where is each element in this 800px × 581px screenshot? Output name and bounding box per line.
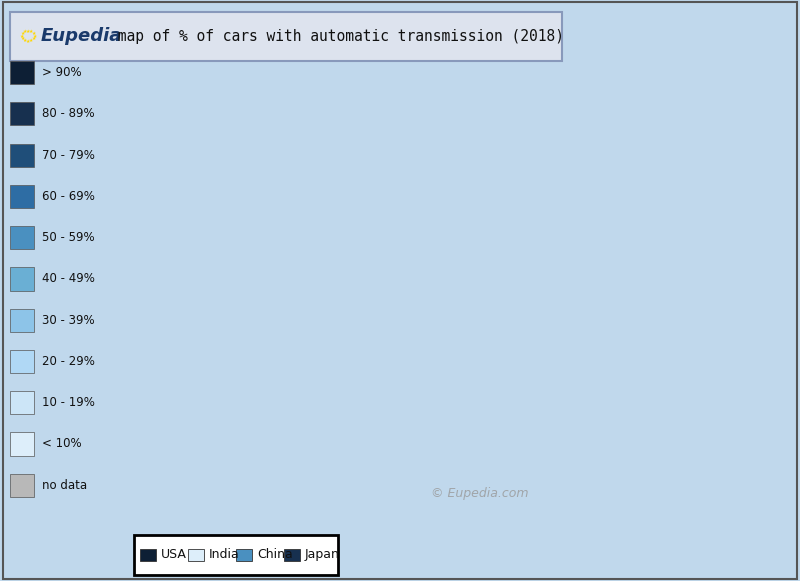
Text: 30 - 39%: 30 - 39%	[42, 314, 95, 327]
Text: ★: ★	[22, 29, 27, 34]
Text: < 10%: < 10%	[42, 437, 82, 450]
Text: 80 - 89%: 80 - 89%	[42, 107, 95, 120]
Text: ★: ★	[26, 28, 30, 34]
Text: ★: ★	[20, 31, 25, 36]
Text: Japan: Japan	[305, 548, 340, 561]
Text: 60 - 69%: 60 - 69%	[42, 190, 95, 203]
Text: map of % of cars with automatic transmission (2018): map of % of cars with automatic transmis…	[109, 29, 564, 44]
Text: India: India	[209, 548, 239, 561]
Text: ★: ★	[22, 38, 27, 44]
Text: ★: ★	[31, 37, 36, 41]
Text: ★: ★	[31, 31, 36, 36]
Text: ★: ★	[20, 37, 25, 41]
Text: ★: ★	[32, 34, 37, 39]
Text: © Eupedia.com: © Eupedia.com	[431, 487, 529, 500]
Text: 20 - 29%: 20 - 29%	[42, 355, 95, 368]
Text: no data: no data	[42, 479, 87, 492]
Text: USA: USA	[161, 548, 186, 561]
Text: 70 - 79%: 70 - 79%	[42, 149, 95, 162]
Text: ★: ★	[29, 38, 34, 44]
Text: ★: ★	[29, 29, 34, 34]
Text: ★: ★	[19, 34, 24, 39]
Text: 10 - 19%: 10 - 19%	[42, 396, 95, 409]
Text: 40 - 49%: 40 - 49%	[42, 272, 95, 285]
Text: 50 - 59%: 50 - 59%	[42, 231, 95, 244]
Text: Eupedia: Eupedia	[41, 27, 122, 45]
Text: > 90%: > 90%	[42, 66, 82, 79]
Text: ★: ★	[26, 39, 30, 44]
Text: China: China	[257, 548, 293, 561]
